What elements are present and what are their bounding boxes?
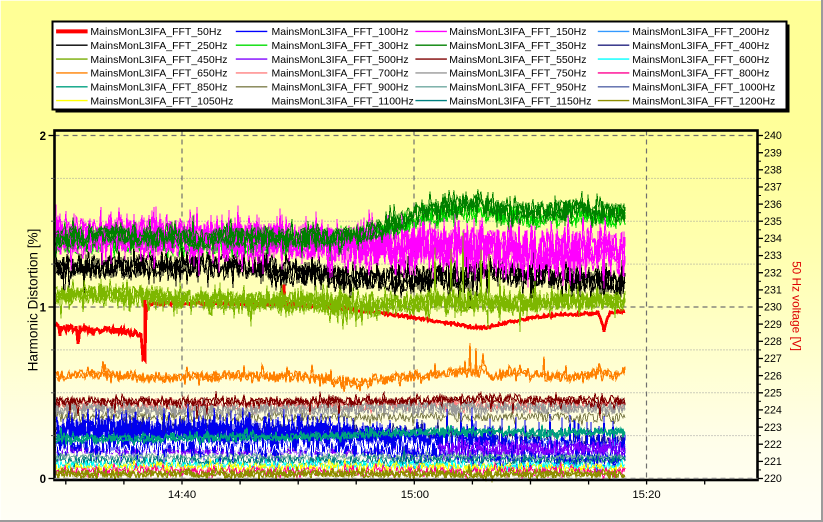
svg-text:232: 232	[764, 267, 782, 279]
svg-text:14:40: 14:40	[168, 489, 196, 501]
svg-text:MainsMonL3IFA_FFT_350Hz: MainsMonL3IFA_FFT_350Hz	[449, 40, 586, 52]
svg-text:MainsMonL3IFA_FFT_1050Hz: MainsMonL3IFA_FFT_1050Hz	[90, 95, 233, 107]
svg-text:MainsMonL3IFA_FFT_1200Hz: MainsMonL3IFA_FFT_1200Hz	[632, 95, 775, 107]
svg-text:MainsMonL3IFA_FFT_900Hz: MainsMonL3IFA_FFT_900Hz	[272, 82, 409, 94]
svg-text:MainsMonL3IFA_FFT_750Hz: MainsMonL3IFA_FFT_750Hz	[449, 68, 586, 80]
svg-text:15:20: 15:20	[632, 489, 660, 501]
svg-text:234: 234	[764, 233, 782, 245]
svg-text:MainsMonL3IFA_FFT_650Hz: MainsMonL3IFA_FFT_650Hz	[90, 68, 227, 80]
svg-text:MainsMonL3IFA_FFT_100Hz: MainsMonL3IFA_FFT_100Hz	[272, 26, 409, 38]
svg-text:15:00: 15:00	[401, 489, 429, 501]
svg-text:MainsMonL3IFA_FFT_800Hz: MainsMonL3IFA_FFT_800Hz	[632, 68, 769, 80]
svg-text:MainsMonL3IFA_FFT_950Hz: MainsMonL3IFA_FFT_950Hz	[449, 82, 586, 94]
svg-text:MainsMonL3IFA_FFT_500Hz: MainsMonL3IFA_FFT_500Hz	[272, 54, 409, 66]
svg-text:227: 227	[764, 353, 782, 365]
svg-text:MainsMonL3IFA_FFT_550Hz: MainsMonL3IFA_FFT_550Hz	[449, 54, 586, 66]
svg-text:MainsMonL3IFA_FFT_1000Hz: MainsMonL3IFA_FFT_1000Hz	[632, 82, 775, 94]
svg-text:238: 238	[764, 165, 782, 177]
svg-text:MainsMonL3IFA_FFT_250Hz: MainsMonL3IFA_FFT_250Hz	[90, 40, 227, 52]
svg-text:221: 221	[764, 456, 782, 468]
svg-text:225: 225	[764, 387, 782, 399]
svg-text:239: 239	[764, 147, 782, 159]
svg-text:231: 231	[764, 285, 782, 297]
svg-text:50 Hz voltage [V]: 50 Hz voltage [V]	[790, 261, 804, 351]
svg-text:MainsMonL3IFA_FFT_850Hz: MainsMonL3IFA_FFT_850Hz	[90, 82, 227, 94]
svg-text:228: 228	[764, 336, 782, 348]
svg-text:MainsMonL3IFA_FFT_400Hz: MainsMonL3IFA_FFT_400Hz	[632, 40, 769, 52]
svg-text:236: 236	[764, 199, 782, 211]
svg-text:220: 220	[764, 473, 782, 485]
svg-text:233: 233	[764, 250, 782, 262]
svg-text:240: 240	[764, 130, 782, 142]
svg-text:222: 222	[764, 439, 782, 451]
svg-text:Harmonic Distortion [%]: Harmonic Distortion [%]	[26, 229, 41, 372]
svg-text:237: 237	[764, 182, 782, 194]
svg-text:224: 224	[764, 405, 782, 417]
svg-text:229: 229	[764, 319, 782, 331]
svg-text:0: 0	[40, 474, 46, 486]
svg-text:223: 223	[764, 422, 782, 434]
svg-text:226: 226	[764, 370, 782, 382]
svg-text:MainsMonL3IFA_FFT_200Hz: MainsMonL3IFA_FFT_200Hz	[632, 26, 769, 38]
svg-text:MainsMonL3IFA_FFT_1150Hz: MainsMonL3IFA_FFT_1150Hz	[449, 95, 591, 107]
svg-text:MainsMonL3IFA_FFT_150Hz: MainsMonL3IFA_FFT_150Hz	[449, 26, 586, 38]
svg-text:MainsMonL3IFA_FFT_50Hz: MainsMonL3IFA_FFT_50Hz	[90, 26, 221, 38]
svg-text:235: 235	[764, 216, 782, 228]
svg-text:MainsMonL3IFA_FFT_1100Hz: MainsMonL3IFA_FFT_1100Hz	[272, 95, 414, 107]
svg-text:1: 1	[40, 302, 47, 314]
svg-text:MainsMonL3IFA_FFT_600Hz: MainsMonL3IFA_FFT_600Hz	[632, 54, 769, 66]
svg-text:MainsMonL3IFA_FFT_700Hz: MainsMonL3IFA_FFT_700Hz	[272, 68, 409, 80]
svg-text:2: 2	[40, 131, 46, 143]
svg-text:MainsMonL3IFA_FFT_300Hz: MainsMonL3IFA_FFT_300Hz	[272, 40, 409, 52]
svg-text:230: 230	[764, 302, 782, 314]
svg-text:MainsMonL3IFA_FFT_450Hz: MainsMonL3IFA_FFT_450Hz	[90, 54, 227, 66]
